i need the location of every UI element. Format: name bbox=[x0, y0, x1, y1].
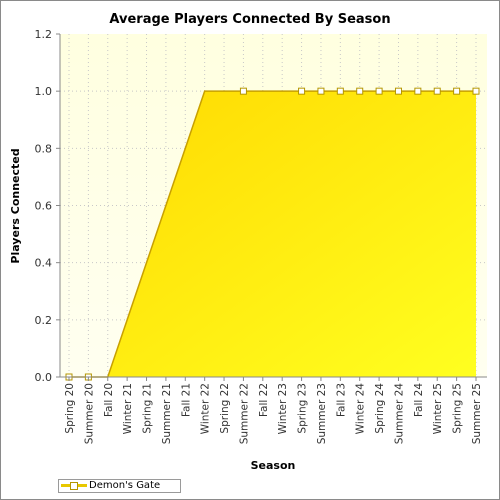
y-tick-label: 0.0 bbox=[35, 371, 53, 384]
x-tick-label: Summer 21 bbox=[161, 383, 173, 444]
x-tick-label: Summer 25 bbox=[471, 383, 483, 444]
y-axis-ticks: 0.0 0.2 0.4 0.6 0.8 1.0 1.2 bbox=[35, 28, 60, 384]
x-tick-label: Spring 20 bbox=[64, 383, 76, 434]
x-tick-label: Spring 24 bbox=[374, 383, 386, 434]
legend: Demon's Gate bbox=[58, 479, 181, 493]
data-point-marker bbox=[239, 87, 247, 95]
x-tick-label: Winter 23 bbox=[277, 383, 289, 434]
data-point-marker bbox=[472, 87, 480, 95]
x-tick-label: Summer 24 bbox=[393, 383, 405, 445]
x-tick-label: Summer 20 bbox=[83, 383, 95, 444]
x-tick-label: Winter 22 bbox=[200, 383, 212, 434]
x-tick-label: Summer 23 bbox=[316, 383, 328, 444]
x-tick-label: Fall 22 bbox=[258, 383, 270, 417]
x-tick-label: Spring 23 bbox=[297, 383, 309, 434]
x-tick-label: Winter 24 bbox=[355, 383, 367, 435]
y-axis-label: Players Connected bbox=[9, 148, 22, 263]
y-tick-label: 0.2 bbox=[35, 314, 53, 327]
x-tick-label: Winter 25 bbox=[432, 383, 444, 434]
legend-label: Demon's Gate bbox=[89, 480, 161, 491]
x-axis-label: Season bbox=[251, 459, 296, 472]
data-point-marker bbox=[298, 87, 306, 95]
data-point-marker bbox=[394, 87, 402, 95]
data-point-marker bbox=[356, 87, 364, 95]
data-point-marker bbox=[317, 87, 325, 95]
x-tick-label: Fall 24 bbox=[413, 383, 425, 417]
y-tick-label: 0.8 bbox=[35, 142, 53, 155]
data-point-marker bbox=[336, 87, 344, 95]
x-tick-label: Fall 20 bbox=[103, 383, 115, 417]
series-area-demons-gate bbox=[69, 91, 476, 378]
x-tick-label: Summer 22 bbox=[238, 383, 250, 444]
y-tick-label: 1.2 bbox=[35, 28, 53, 41]
x-tick-label: Spring 21 bbox=[142, 383, 154, 434]
y-tick-label: 0.6 bbox=[35, 200, 53, 213]
data-point-marker bbox=[414, 87, 422, 95]
x-tick-label: Fall 23 bbox=[335, 383, 347, 417]
data-point-marker bbox=[453, 87, 461, 95]
x-tick-label: Spring 25 bbox=[452, 383, 464, 434]
legend-swatch bbox=[59, 480, 89, 492]
x-tick-label: Fall 21 bbox=[180, 383, 192, 417]
x-axis-ticks: Spring 20 Summer 20 Fall 20 Winter 21 Spring… bbox=[64, 377, 483, 444]
data-point-marker bbox=[433, 87, 441, 95]
chart-title: Average Players Connected By Season bbox=[109, 12, 390, 27]
y-tick-label: 1.0 bbox=[35, 85, 53, 98]
x-tick-label: Winter 21 bbox=[122, 383, 134, 434]
y-tick-label: 0.4 bbox=[35, 257, 53, 270]
x-tick-label: Spring 22 bbox=[219, 383, 231, 434]
series-line-demons-gate bbox=[69, 90, 476, 378]
data-point-marker bbox=[375, 87, 383, 95]
